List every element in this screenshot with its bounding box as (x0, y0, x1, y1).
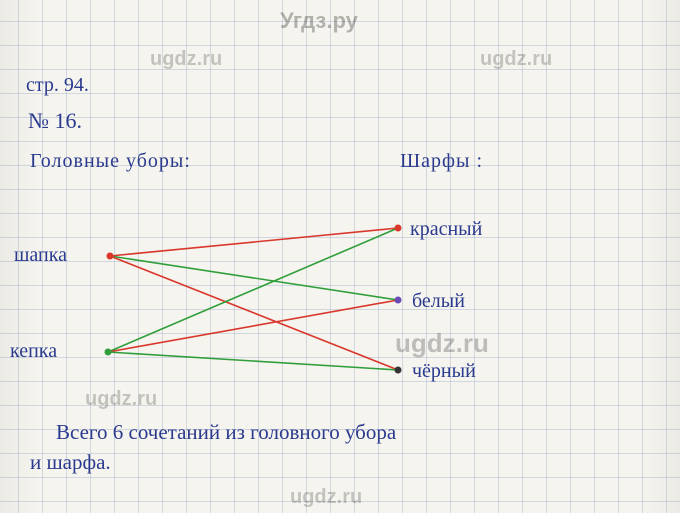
label-red: красный (410, 218, 482, 241)
heading-headwear: Головные уборы: (30, 150, 191, 173)
answer-line-1: Всего 6 сочетаний из головного убора (56, 420, 396, 445)
label-hat: шапка (14, 244, 67, 267)
watermark-bottom: ugdz.ru (290, 486, 362, 509)
watermark-top-right: ugdz.ru (480, 48, 552, 71)
label-black: чёрный (412, 360, 476, 383)
answer-line-2: и шарфа. (30, 450, 111, 475)
label-white: белый (412, 290, 465, 313)
watermark-top-left: ugdz.ru (150, 48, 222, 71)
text-page-ref: стр. 94. (26, 74, 89, 97)
watermark-mid-right: ugdz.ru (395, 328, 489, 359)
text-exercise-number: № 16. (28, 108, 82, 134)
label-cap: кепка (10, 340, 57, 363)
watermark-top-ru: Угдз.ру (280, 8, 358, 34)
heading-scarves: Шарфы : (400, 150, 483, 173)
watermark-mid-left: ugdz.ru (85, 388, 157, 411)
